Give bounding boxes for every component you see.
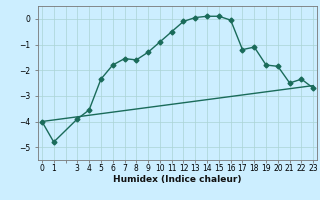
X-axis label: Humidex (Indice chaleur): Humidex (Indice chaleur) xyxy=(113,175,242,184)
